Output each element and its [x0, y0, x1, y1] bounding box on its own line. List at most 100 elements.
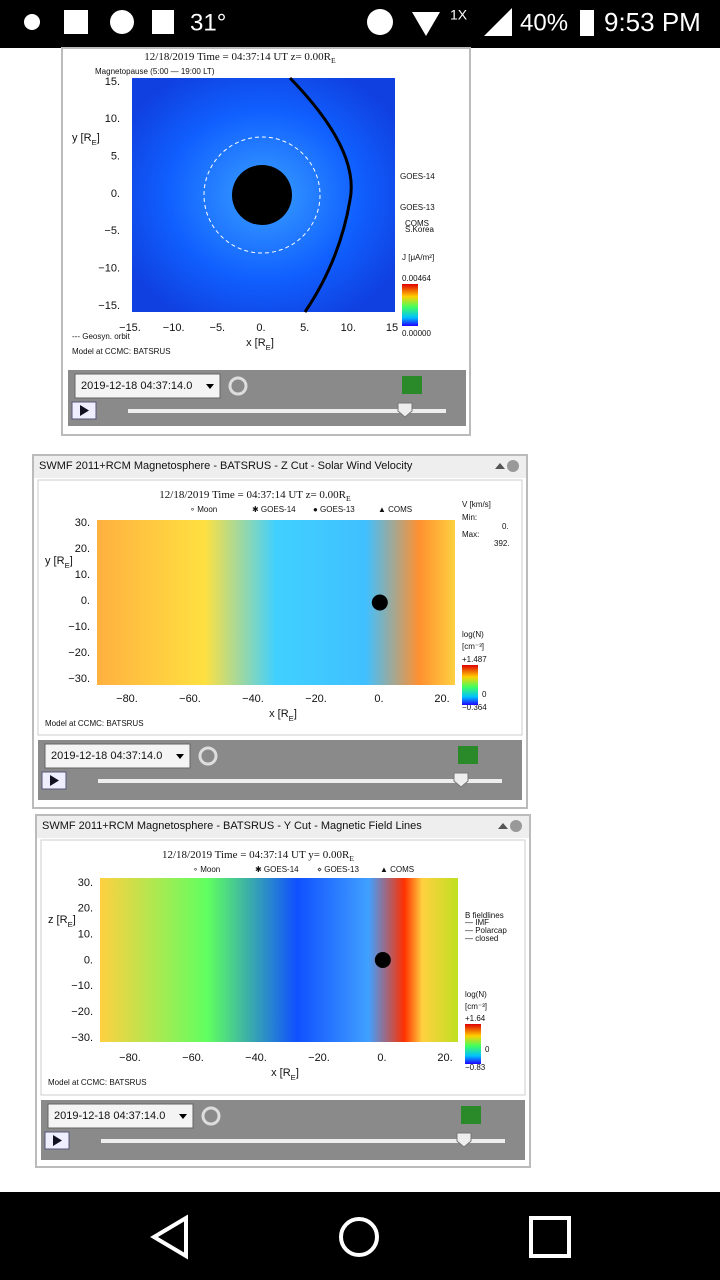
plot-note: Model at CCMC: BATSRUS: [48, 1078, 147, 1087]
y-axis-label-part: y [R: [45, 555, 65, 567]
dropdown-arrow: [206, 384, 214, 389]
geosync-orbit: [203, 136, 321, 254]
y-tick-label: −30.: [68, 673, 90, 685]
x-tick-label: 0.: [256, 322, 265, 334]
time-slider[interactable]: [101, 1139, 505, 1143]
y-tick-label: 15.: [105, 76, 120, 88]
plot-title-part: 12/18/2019 Time = 04:37:14 UT z= 0.00R: [159, 489, 346, 501]
y-axis-label-part: z [R: [48, 914, 68, 926]
date-dropdown[interactable]: [74, 373, 221, 399]
x-tick-label: −15.: [119, 322, 141, 334]
y-tick-label: 0.: [84, 954, 93, 966]
y-axis-label-part: ]: [73, 914, 76, 926]
x-tick-label: −20.: [305, 693, 327, 705]
plot-title: 12/18/2019 Time = 04:37:14 UT z= 0.00RE: [144, 51, 336, 66]
plot-legend: ∘ Moon: [193, 865, 220, 874]
x-tick-label: −40.: [242, 693, 264, 705]
unknown-icon: [152, 10, 174, 34]
clock: 9:53 PM: [604, 7, 701, 37]
date-dropdown[interactable]: [44, 743, 191, 769]
x-tick-label: 0.: [377, 1052, 386, 1064]
x-axis-label-part: ]: [294, 708, 297, 720]
battery-icon: [580, 10, 594, 36]
x-axis-label: x [RE]: [271, 1067, 299, 1082]
side-label: S.Korea: [405, 225, 434, 234]
reload-button[interactable]: [228, 376, 248, 396]
side-label: 0: [485, 1045, 490, 1054]
y-tick-label: 5.: [111, 151, 120, 163]
x-tick-label: −40.: [245, 1052, 267, 1064]
side-label: [cm⁻³]: [462, 642, 484, 651]
battery-percent: 40%: [520, 9, 568, 36]
back-button[interactable]: [150, 1214, 188, 1260]
slider-thumb[interactable]: [456, 1132, 472, 1148]
play-icon: [53, 1135, 62, 1146]
color-bar: [462, 665, 478, 705]
time-slider[interactable]: [128, 409, 446, 413]
app-icon: [110, 10, 134, 34]
y-tick-label: −30.: [71, 1032, 93, 1044]
side-label: 0.: [502, 522, 509, 531]
y-tick-label: −10.: [98, 263, 120, 275]
plot-title-part: E: [346, 494, 351, 503]
y-axis-label-part: E: [65, 561, 70, 570]
side-label: +1.487: [462, 655, 487, 664]
dropdown-arrow: [176, 754, 184, 759]
bluetooth-icon: [367, 9, 393, 35]
close-button[interactable]: [507, 460, 519, 472]
x-tick-label: 15: [386, 322, 398, 334]
plot-image: [100, 878, 458, 1042]
time-slider[interactable]: [98, 779, 502, 783]
panels: 12/18/2019 Time = 04:37:14 UT z= 0.00REM…: [32, 47, 531, 1168]
panel-header: [34, 456, 526, 478]
gallery-icon: [64, 10, 88, 34]
contact-icon: [24, 14, 40, 30]
nav-bar: [0, 1192, 720, 1280]
plot-title-part: 12/18/2019 Time = 04:37:14 UT z= 0.00R: [144, 51, 331, 63]
dropdown-arrow: [179, 1114, 187, 1119]
x-tick-label: −20.: [308, 1052, 330, 1064]
earth-shadow: [232, 165, 292, 225]
magnetopause: [288, 76, 353, 313]
recents-button[interactable]: [529, 1216, 571, 1258]
x-axis-label-part: x [R: [271, 1067, 291, 1079]
side-label: 0.00464: [402, 274, 431, 283]
reload-button[interactable]: [201, 1106, 221, 1126]
x-axis-label: x [RE]: [246, 337, 274, 352]
collapse-button[interactable]: [498, 823, 508, 829]
movie-button[interactable]: [402, 376, 422, 394]
earth: [371, 594, 388, 611]
y-axis-label: y [RE]: [45, 555, 73, 570]
plot-legend: ▲ COMS: [380, 865, 414, 874]
collapse-button[interactable]: [495, 463, 505, 469]
slider-thumb[interactable]: [397, 402, 413, 418]
movie-button[interactable]: [458, 746, 478, 764]
plot-note: Model at CCMC: BATSRUS: [72, 347, 171, 356]
slider-thumb[interactable]: [453, 772, 469, 788]
y-axis-label-part: ]: [97, 132, 100, 144]
plot-legend: Magnetopause (5:00 — 19:00 LT): [95, 67, 215, 76]
close-button[interactable]: [510, 820, 522, 832]
reload-button[interactable]: [198, 746, 218, 766]
x-tick-label: 10.: [341, 322, 356, 334]
y-axis-label: y [RE]: [72, 132, 100, 147]
movie-button[interactable]: [461, 1106, 481, 1124]
side-label: Max:: [462, 530, 479, 539]
plot-image: [97, 520, 455, 685]
date-dropdown[interactable]: [47, 1103, 194, 1129]
side-label: GOES-13: [400, 203, 435, 212]
side-label: log(N): [465, 990, 487, 999]
x-tick-label: −60.: [182, 1052, 204, 1064]
y-axis-label-part: E: [68, 920, 73, 929]
x-tick-label: −10.: [163, 322, 185, 334]
side-label: GOES-14: [400, 172, 435, 181]
x-tick-label: 20.: [434, 693, 449, 705]
home-button[interactable]: [339, 1217, 379, 1257]
plot-title-part: E: [331, 56, 336, 65]
plot-legend: ▲ COMS: [378, 505, 412, 514]
play-icon: [50, 775, 59, 786]
y-tick-label: 10.: [105, 113, 120, 125]
y-tick-label: 20.: [78, 903, 93, 915]
